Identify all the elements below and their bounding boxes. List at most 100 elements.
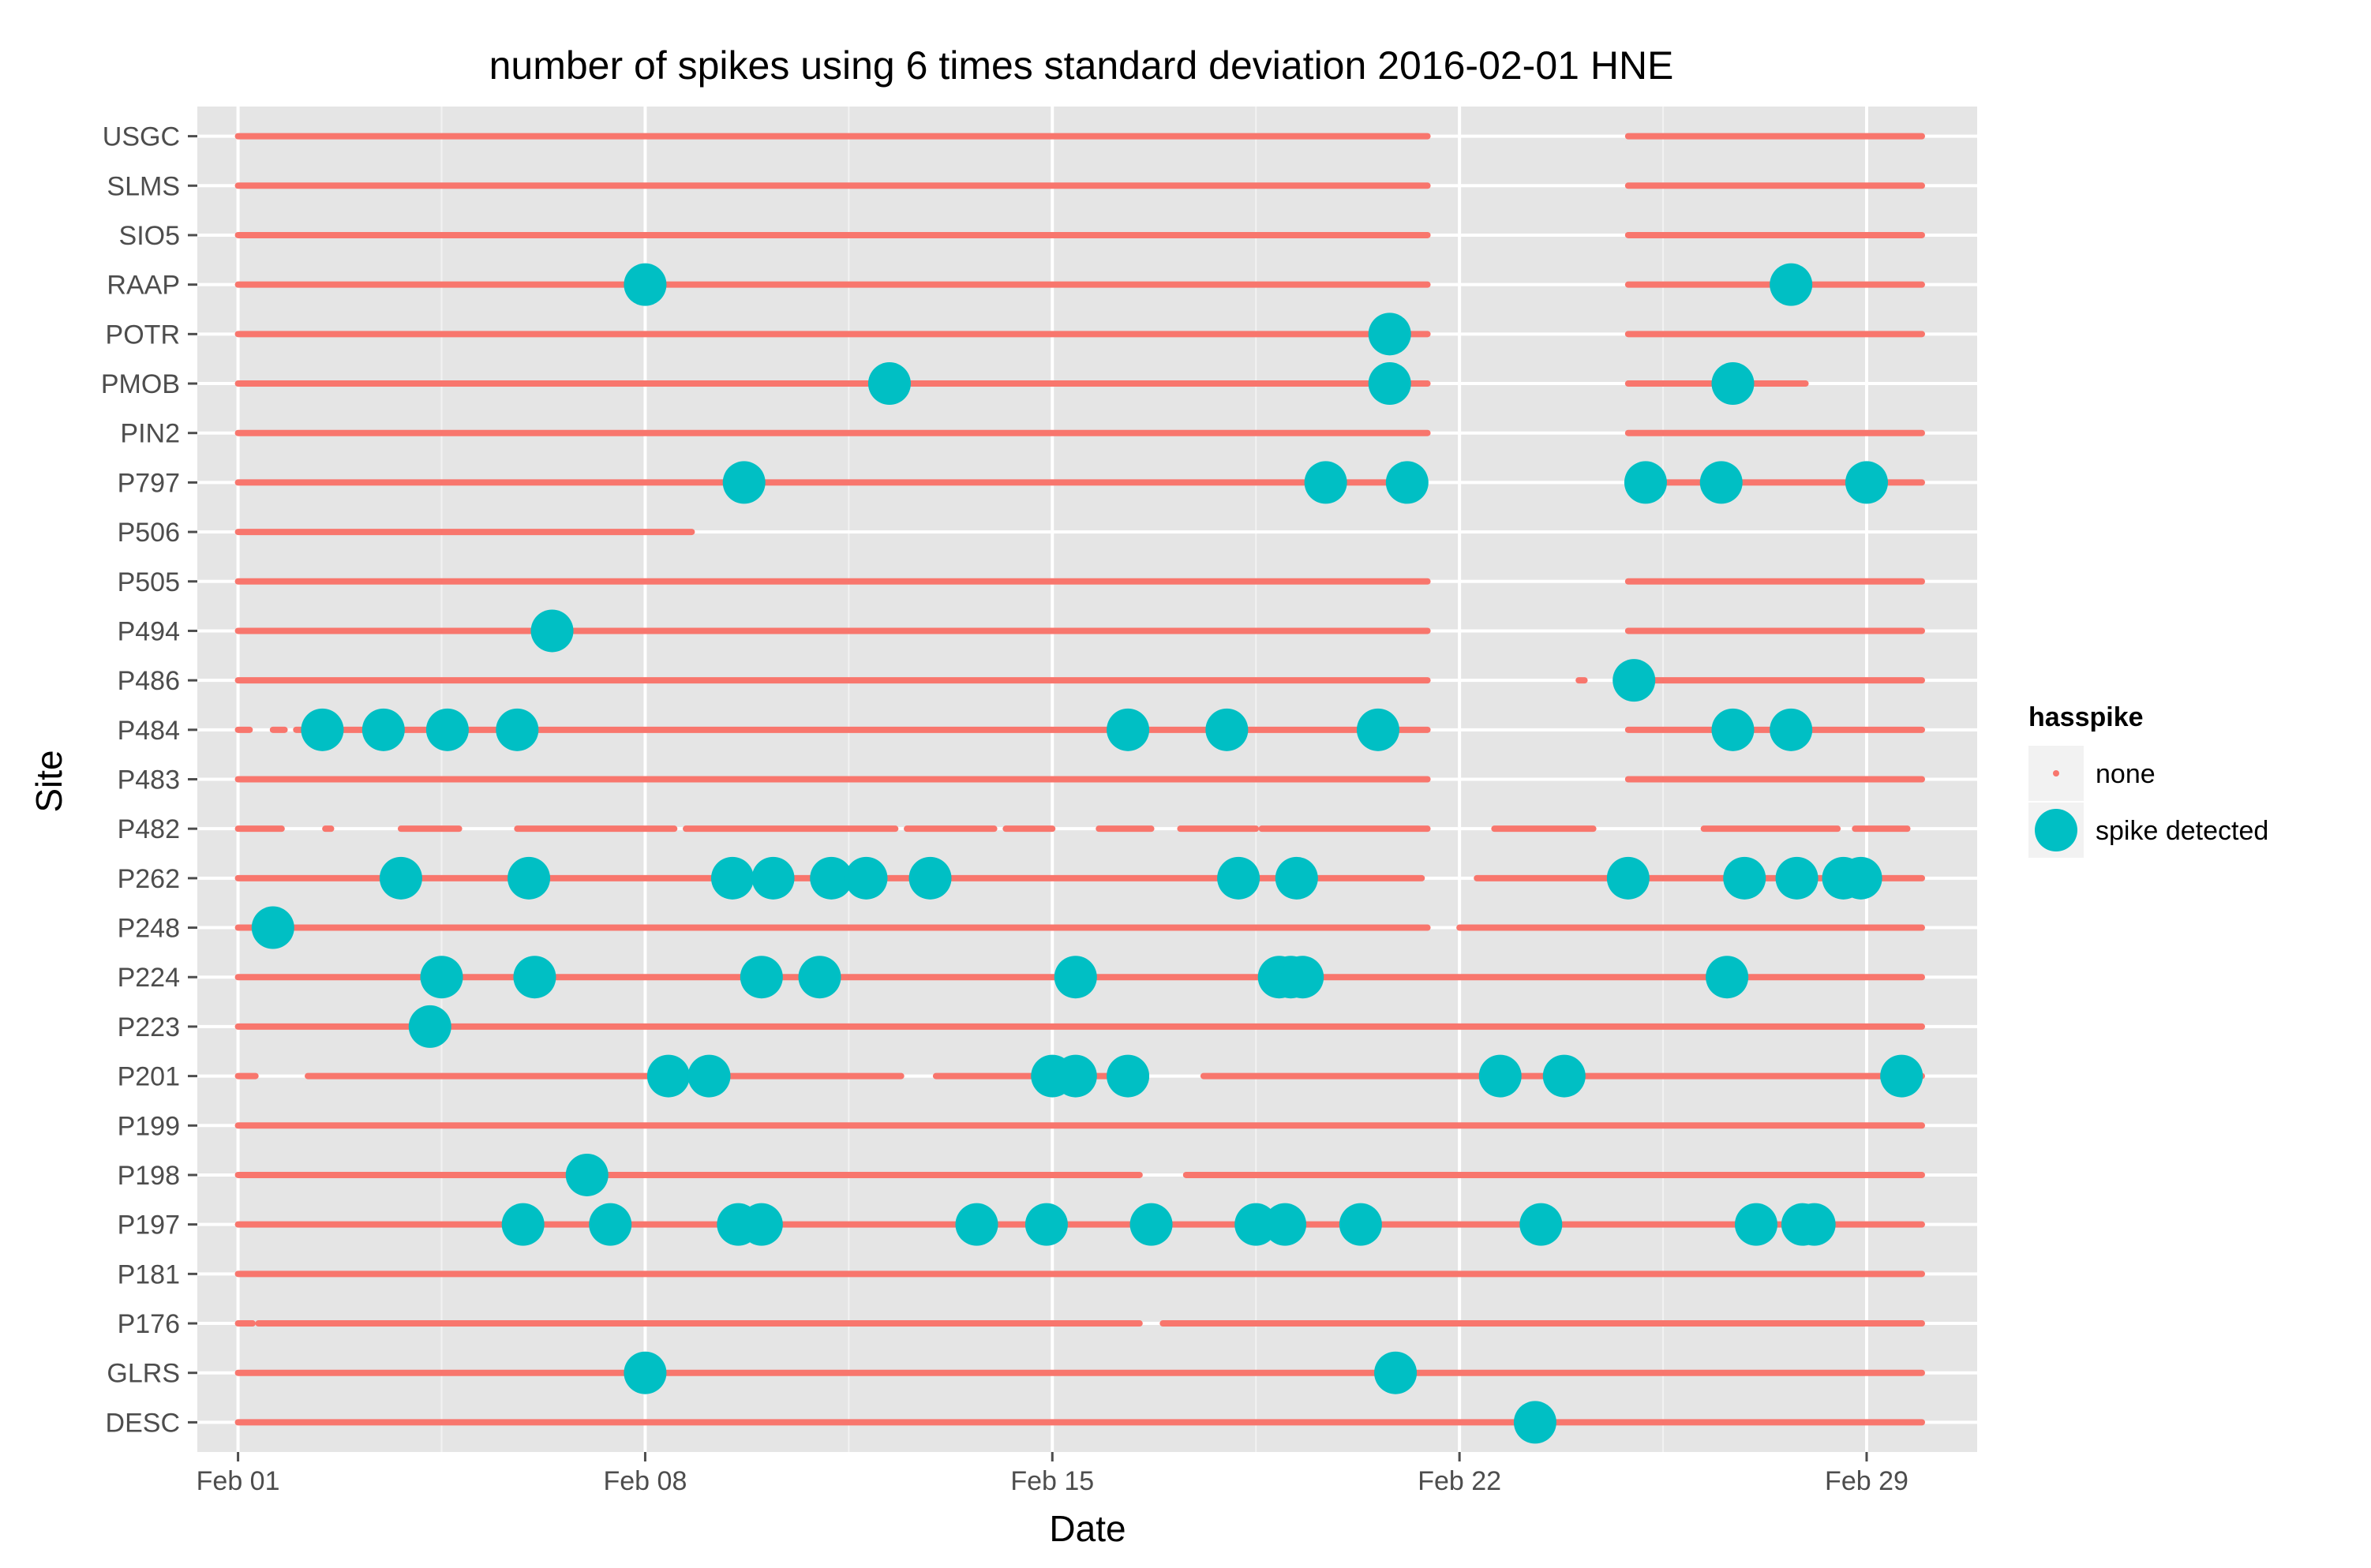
spike-point-p224 [740,956,783,999]
legend-key-spike-detected [2035,809,2077,851]
y-tick-label: P223 [118,1012,180,1042]
x-tick-label: Feb 08 [604,1466,687,1496]
spike-point-p484 [361,708,405,751]
spike-point-pmob [1368,362,1411,406]
spike-point-p198 [565,1153,609,1196]
y-tick-label: POTR [106,320,180,350]
spike-point-p262 [845,856,888,900]
spike-point-p484 [1711,708,1755,751]
spike-point-p262 [1275,856,1318,900]
y-tick-label: SIO5 [119,221,180,251]
legend-key-none [2053,770,2059,777]
legend-label-spike-detected: spike detected [2096,816,2268,846]
spike-point-p197 [1792,1203,1836,1246]
y-axis-title: Site [28,750,69,812]
spike-point-p197 [1734,1203,1777,1246]
spike-point-p223 [408,1005,451,1048]
spike-point-p197 [1129,1203,1173,1246]
y-tick-label: SLMS [107,171,180,201]
y-tick-label: P248 [118,914,180,944]
y-tick-label: RAAP [107,271,180,301]
spike-point-p486 [1613,659,1656,702]
spike-point-p262 [710,856,754,900]
spike-point-p197 [955,1203,998,1246]
legend-label-none: none [2096,759,2156,789]
spike-point-p797 [1624,461,1667,504]
x-axis-title: Date [1049,1508,1126,1549]
spike-point-p197 [1339,1203,1382,1246]
spike-point-p224 [1281,956,1324,999]
spike-point-p262 [751,856,795,900]
spike-point-p262 [908,856,952,900]
y-tick-label: P199 [118,1111,180,1141]
spike-point-p224 [798,956,841,999]
spike-point-p201 [646,1054,690,1098]
spike-point-p197 [740,1203,783,1246]
spike-point-p201 [1107,1054,1150,1098]
spike-point-p262 [379,856,422,900]
y-tick-label: PIN2 [120,419,180,449]
legend-title: hasspike [2028,702,2144,732]
spike-point-p797 [1385,461,1429,504]
legend: hasspike none spike detected [2028,702,2268,858]
y-axis: USGC SLMS SIO5 RAAP POTR PMOB PIN2 P797 P506 P505… [101,122,197,1438]
chart-title: number of spikes using 6 times standard … [489,43,1674,88]
y-tick-label: USGC [103,122,180,152]
x-tick-label: Feb 01 [197,1466,280,1496]
spike-point-p197 [501,1203,545,1246]
x-tick-label: Feb 22 [1418,1466,1501,1496]
spike-point-p224 [420,956,463,999]
spike-point-p484 [1205,708,1249,751]
spike-point-p197 [1519,1203,1563,1246]
spike-point-p262 [508,856,551,900]
spike-point-p797 [1304,461,1347,504]
spike-point-p797 [1845,461,1888,504]
y-tick-label: GLRS [107,1359,180,1389]
spike-point-p484 [1770,708,1813,751]
spike-point-p224 [513,956,556,999]
spike-point-p197 [1024,1203,1068,1246]
spike-point-p262 [1775,856,1819,900]
spike-point-p201 [1880,1054,1923,1098]
spike-point-p797 [1699,461,1743,504]
spike-point-p484 [425,708,469,751]
spike-point-p201 [1478,1054,1522,1098]
spike-point-p484 [301,708,344,751]
y-tick-label: P198 [118,1161,180,1191]
y-tick-label: P482 [118,814,180,844]
y-tick-label: P181 [118,1259,180,1289]
spike-point-p494 [530,609,574,653]
spike-point-p484 [496,708,539,751]
spike-point-pmob [867,362,911,406]
y-tick-label: P505 [118,567,180,597]
spike-point-p262 [810,856,853,900]
spike-point-p201 [1542,1054,1586,1098]
x-tick-label: Feb 15 [1010,1466,1094,1496]
y-tick-label: P224 [118,963,180,993]
spike-point-p197 [1264,1203,1307,1246]
spike-point-p262 [1217,856,1260,900]
spike-point-p197 [589,1203,632,1246]
spike-point-p224 [1054,956,1097,999]
y-tick-label: DESC [106,1408,180,1438]
spike-point-p484 [1107,708,1150,751]
series-none [234,133,1925,1426]
spike-point-potr [1368,312,1411,356]
spike-point-raap [624,263,667,306]
y-tick-label: P197 [118,1211,180,1241]
spike-point-glrs [624,1351,667,1394]
spike-point-p262 [1723,856,1766,900]
y-tick-label: P262 [118,864,180,894]
y-tick-label: P201 [118,1062,180,1092]
y-tick-label: P506 [118,518,180,548]
spike-point-raap [1770,263,1813,306]
spike-point-pmob [1711,362,1755,406]
spike-point-p262 [1839,856,1882,900]
spike-point-p248 [251,906,294,949]
spike-point-p262 [1606,856,1650,900]
y-tick-label: P486 [118,666,180,696]
y-tick-label: PMOB [101,369,180,399]
spike-point-p484 [1356,708,1399,751]
y-tick-label: P797 [118,468,180,498]
